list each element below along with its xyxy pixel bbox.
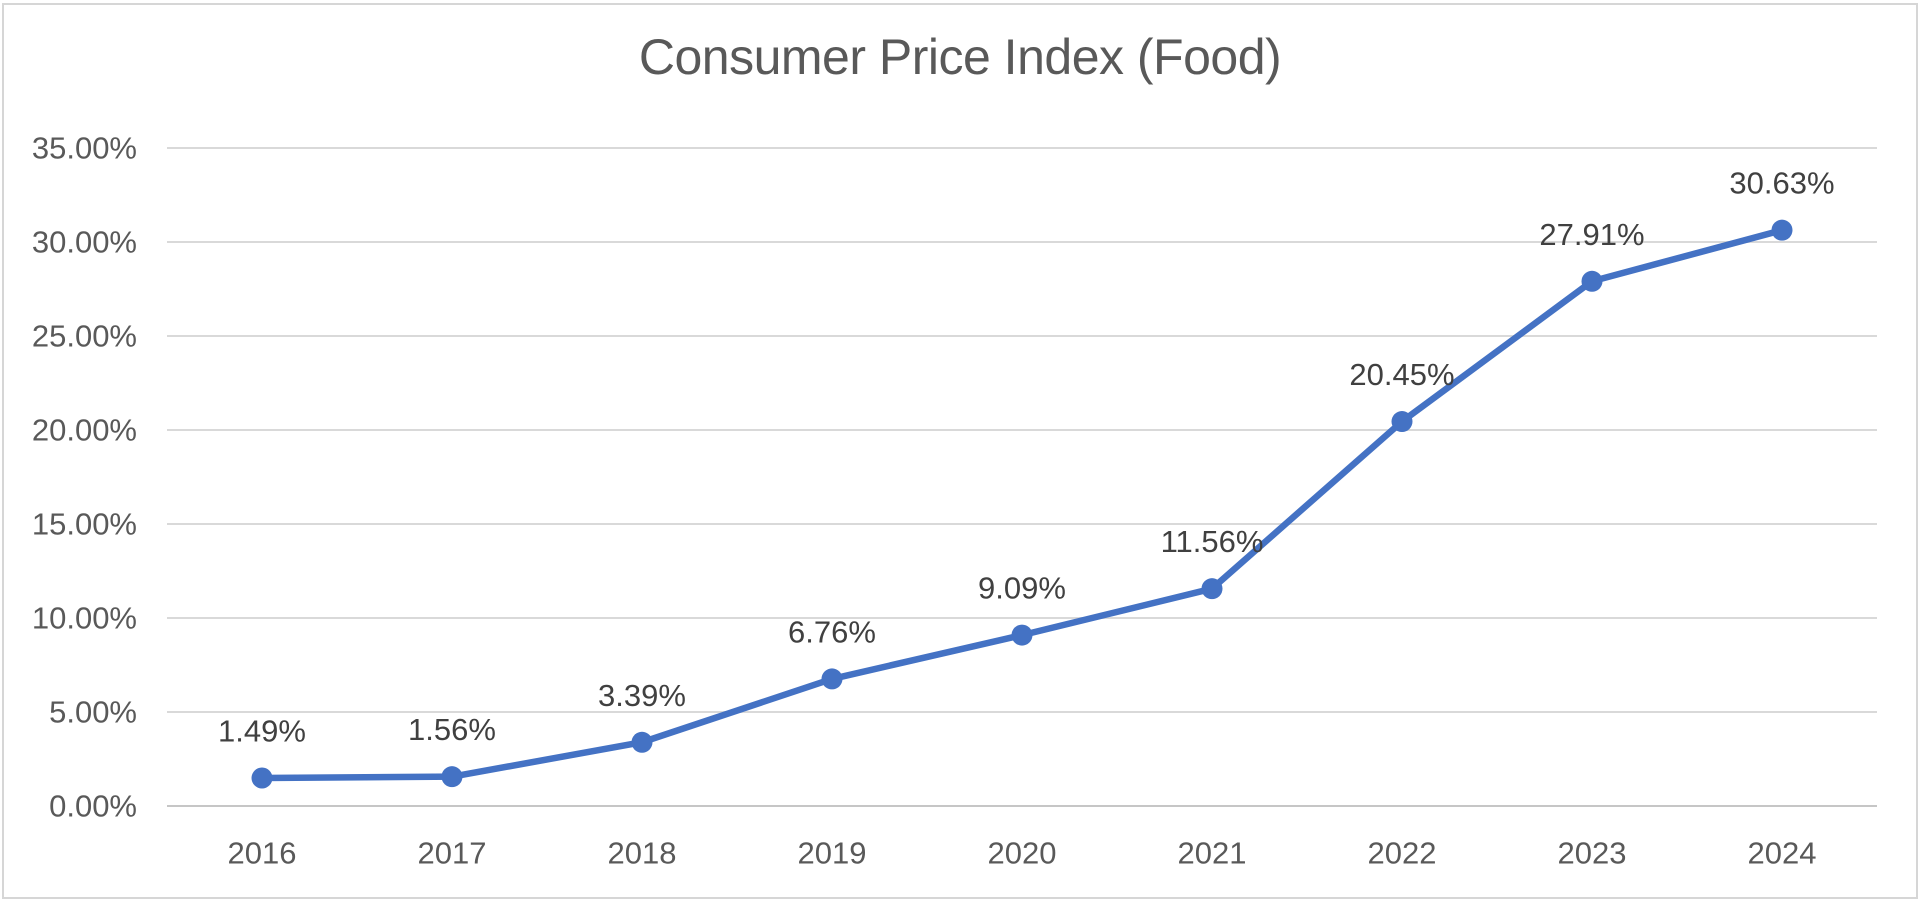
y-tick-label-20: 20.00% bbox=[32, 413, 137, 448]
x-tick-label-2017: 2017 bbox=[418, 836, 487, 871]
data-point-2019[interactable] bbox=[821, 668, 843, 690]
data-point-2021[interactable] bbox=[1201, 578, 1223, 600]
data-point-2016[interactable] bbox=[251, 767, 273, 789]
y-tick-label-35: 35.00% bbox=[32, 131, 137, 166]
y-tick-label-0: 0.00% bbox=[49, 789, 137, 824]
x-tick-label-2016: 2016 bbox=[228, 836, 297, 871]
chart-frame-border bbox=[2, 3, 1918, 899]
data-label-2017: 1.56% bbox=[408, 712, 496, 747]
x-tick-label-2024: 2024 bbox=[1748, 836, 1817, 871]
data-label-2021: 11.56% bbox=[1161, 524, 1264, 559]
data-point-2018[interactable] bbox=[631, 731, 653, 753]
x-tick-label-2019: 2019 bbox=[798, 836, 867, 871]
y-tick-label-25: 25.00% bbox=[32, 319, 137, 354]
data-label-2022: 20.45% bbox=[1349, 357, 1454, 392]
data-point-2024[interactable] bbox=[1771, 219, 1793, 241]
y-tick-label-15: 15.00% bbox=[32, 507, 137, 542]
y-tick-label-5: 5.00% bbox=[49, 695, 137, 730]
x-tick-label-2020: 2020 bbox=[988, 836, 1057, 871]
series-line bbox=[258, 226, 1786, 782]
data-label-2019: 6.76% bbox=[788, 614, 876, 649]
x-tick-label-2022: 2022 bbox=[1368, 836, 1437, 871]
data-point-2017[interactable] bbox=[441, 766, 463, 788]
data-label-2020: 9.09% bbox=[978, 571, 1066, 606]
chart-title: Consumer Price Index (Food) bbox=[638, 29, 1282, 85]
x-tick-label-2021: 2021 bbox=[1178, 836, 1247, 871]
y-tick-label-30: 30.00% bbox=[32, 225, 137, 260]
data-point-2022[interactable] bbox=[1391, 411, 1413, 433]
data-label-2016: 1.49% bbox=[218, 713, 306, 748]
data-point-2023[interactable] bbox=[1581, 270, 1603, 292]
x-tick-label-2018: 2018 bbox=[608, 836, 677, 871]
data-point-2020[interactable] bbox=[1011, 624, 1033, 646]
data-label-2018: 3.39% bbox=[598, 678, 686, 713]
x-tick-label-2023: 2023 bbox=[1558, 836, 1627, 871]
data-label-2023: 27.91% bbox=[1539, 217, 1644, 252]
data-label-2024: 30.63% bbox=[1729, 166, 1834, 201]
y-tick-label-10: 10.00% bbox=[32, 601, 137, 636]
